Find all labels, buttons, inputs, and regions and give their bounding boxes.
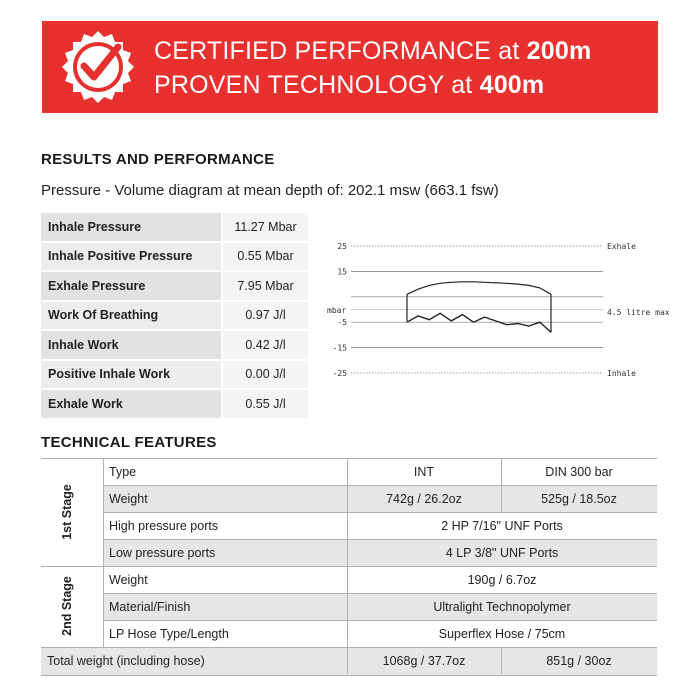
row-label: Exhale Work [41, 389, 223, 420]
performance-table: Inhale Pressure 11.27 Mbar Inhale Positiv… [41, 213, 308, 420]
chart-series-exhale-line [406, 281, 552, 295]
row-label: Exhale Pressure [41, 271, 223, 302]
type-label: Type [109, 465, 137, 479]
table-row: Positive Inhale Work 0.00 J/l [41, 359, 308, 390]
stage2-cell [41, 567, 103, 647]
table-row: Total weight (including hose) 1068g / 37… [41, 647, 657, 676]
column-divider [501, 647, 502, 674]
stage2-weight-label: Weight [109, 573, 148, 587]
banner-headline-certified: CERTIFIED PERFORMANCE at 200m [154, 37, 592, 65]
chart-y-tick-label: -5 [337, 318, 347, 327]
column-divider [501, 458, 502, 512]
results-heading: RESULTS AND PERFORMANCE [41, 151, 275, 168]
row-value: 0.97 J/l [222, 300, 308, 331]
row-value: 7.95 Mbar [222, 271, 308, 302]
hose-label: LP Hose Type/Length [109, 627, 229, 641]
material-label: Material/Finish [109, 600, 191, 614]
table-row: Material/Finish Ultralight Technopolymer [41, 593, 657, 621]
lp-ports-label: Low pressure ports [109, 546, 216, 560]
total-weight-label: Total weight (including hose) [47, 654, 205, 668]
certified-check-badge-icon [62, 31, 134, 103]
banner-headline-proven: PROVEN TECHNOLOGY at 400m [154, 71, 545, 99]
chart-annotation-volume: 4.5 litre max [607, 308, 670, 317]
stage2-weight-value: 190g / 6.7oz [467, 573, 537, 587]
table-row: LP Hose Type/Length Superflex Hose / 75c… [41, 620, 657, 648]
total-weight-int: 1068g / 37.7oz [382, 654, 466, 668]
chart-y-tick-label: -25 [333, 369, 348, 378]
table-row: Exhale Pressure 7.95 Mbar [41, 271, 308, 302]
table-row: High pressure ports 2 HP 7/16" UNF Ports [41, 512, 657, 540]
stage1-weight-int: 742g / 26.2oz [386, 492, 462, 506]
row-label: Inhale Positive Pressure [41, 241, 223, 272]
table-row: Work Of Breathing 0.97 J/l [41, 300, 308, 331]
pressure-volume-chart: Exhale Inhale 4.5 litre max mbar 25 15 -5 -… [327, 242, 670, 378]
chart-series-inhale-line [406, 312, 552, 333]
type-din: DIN 300 bar [545, 465, 613, 479]
hp-ports-label: High pressure ports [109, 519, 219, 533]
stage-divider [103, 458, 104, 647]
stage1-label: 1st Stage [59, 484, 74, 540]
row-value: 0.00 J/l [222, 359, 308, 390]
table-row: Weight 742g / 26.2oz 525g / 18.5oz [41, 485, 657, 513]
chart-y-tick-label: 15 [337, 267, 347, 276]
row-label: Inhale Work [41, 330, 223, 361]
table-row: Low pressure ports 4 LP 3/8" UNF Ports [41, 539, 657, 567]
row-label: Work Of Breathing [41, 300, 223, 331]
hose-value: Superflex Hose / 75cm [438, 627, 566, 641]
row-value: 0.55 Mbar [222, 241, 308, 272]
certified-banner: CERTIFIED PERFORMANCE at 200m PROVEN TEC… [42, 21, 658, 113]
stage1-cell [41, 459, 103, 566]
row-label: Positive Inhale Work [41, 359, 223, 390]
chart-y-tick-label: 25 [337, 242, 347, 251]
table-row: Exhale Work 0.55 J/l [41, 389, 308, 420]
row-value: 11.27 Mbar [222, 213, 308, 243]
chart-annotation-inhale: Inhale [607, 369, 636, 378]
technical-features-heading: TECHNICAL FEATURES [41, 434, 217, 451]
lp-ports-value: 4 LP 3/8" UNF Ports [445, 546, 559, 560]
column-divider [347, 458, 348, 674]
table-row: Inhale Work 0.42 J/l [41, 330, 308, 361]
table-row: Type INT DIN 300 bar [41, 458, 657, 486]
table-row: Inhale Pressure 11.27 Mbar [41, 213, 308, 243]
table-row: Inhale Positive Pressure 0.55 Mbar [41, 241, 308, 272]
stage2-label: 2nd Stage [59, 576, 74, 636]
chart-y-tick-label: -15 [333, 344, 348, 353]
chart-y-axis-label: mbar [327, 306, 346, 315]
type-int: INT [413, 465, 435, 479]
chart-annotation-exhale: Exhale [607, 242, 636, 251]
row-value: 0.42 J/l [222, 330, 308, 361]
table-row: Weight 190g / 6.7oz [41, 566, 657, 594]
total-weight-din: 851g / 30oz [546, 654, 612, 668]
stage1-weight-din: 525g / 18.5oz [541, 492, 617, 506]
hp-ports-value: 2 HP 7/16" UNF Ports [441, 519, 563, 533]
row-value: 0.55 J/l [222, 389, 308, 420]
stage-separator [41, 566, 103, 567]
diagram-subtitle: Pressure - Volume diagram at mean depth … [41, 182, 499, 199]
material-value: Ultralight Technopolymer [433, 600, 571, 614]
row-label: Inhale Pressure [41, 213, 223, 243]
stage1-weight-label: Weight [109, 492, 148, 506]
